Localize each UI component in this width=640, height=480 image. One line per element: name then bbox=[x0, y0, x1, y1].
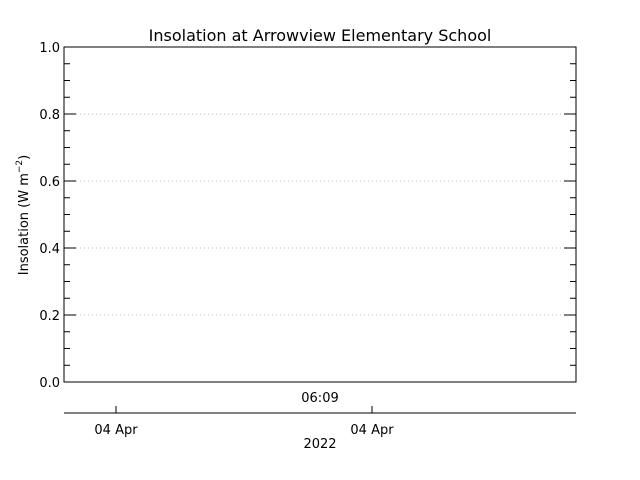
y-tick-label: 0.4 bbox=[39, 242, 60, 257]
y-tick-label: 0.0 bbox=[39, 376, 60, 391]
y-tick-label: 0.8 bbox=[39, 108, 60, 123]
y-axis-label-sup: −2 bbox=[15, 160, 25, 173]
y-tick-label: 1.0 bbox=[39, 41, 60, 56]
grid-lines bbox=[64, 113, 576, 316]
x-axis-label: 2022 bbox=[303, 437, 336, 452]
y-axis-label-main: Insolation (W m bbox=[17, 173, 32, 275]
y-axis-label: Insolation (W m−2) bbox=[15, 155, 32, 276]
y-tick-label: 0.6 bbox=[39, 175, 60, 190]
plot-frame bbox=[63, 46, 577, 383]
time-label: 06:09 bbox=[301, 391, 338, 406]
x-tick-label-2: 04 Apr bbox=[350, 423, 394, 438]
x-tick-label-1: 04 Apr bbox=[94, 423, 138, 438]
y-tick-label: 0.2 bbox=[39, 309, 60, 324]
chart-title: Insolation at Arrowview Elementary Schoo… bbox=[149, 26, 492, 45]
y-axis-label-tail: ) bbox=[17, 155, 32, 160]
y-axis-ticks: 0.0 0.2 0.4 0.6 0.8 1.0 bbox=[39, 41, 576, 391]
